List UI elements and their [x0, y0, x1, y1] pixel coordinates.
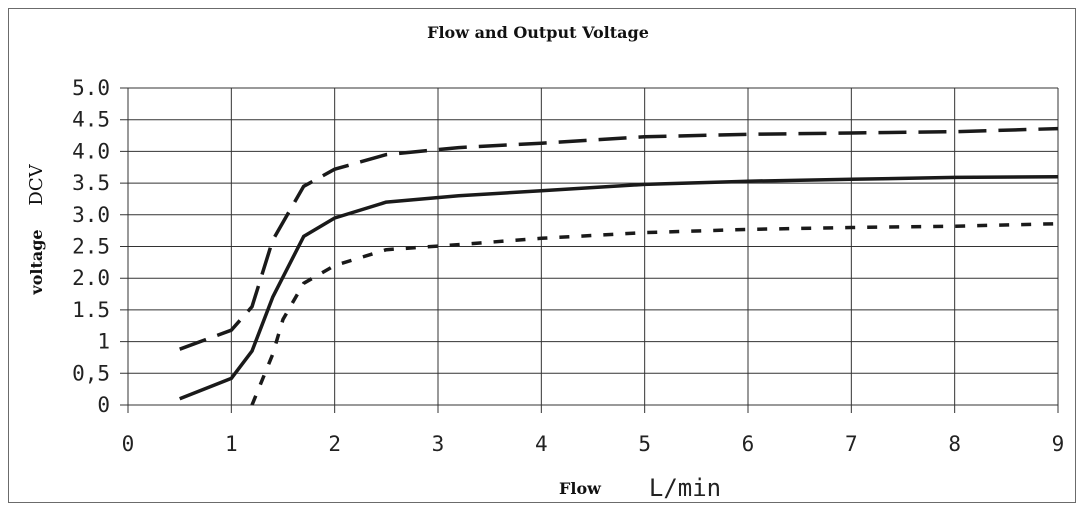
- y-tick-label: 5.0: [72, 76, 110, 100]
- x-tick-label: 1: [225, 432, 238, 456]
- x-axis-label: Flow: [559, 479, 602, 498]
- x-axis-unit: L/min: [649, 474, 721, 502]
- x-tick-label: 0: [122, 432, 135, 456]
- x-tick-label: 8: [948, 432, 961, 456]
- x-tick-label: 5: [638, 432, 651, 456]
- x-tick-label: 3: [432, 432, 445, 456]
- y-tick-label: 0,5: [72, 361, 110, 385]
- x-tick-label: 6: [742, 432, 755, 456]
- series-line-long-dash: [179, 126, 1059, 351]
- y-axis-unit: DCV: [26, 163, 47, 205]
- y-tick-label: 2.5: [72, 235, 110, 259]
- y-tick-label: 0: [97, 393, 110, 417]
- y-tick-label: 3.0: [72, 203, 110, 227]
- x-tick-label: 7: [845, 432, 858, 456]
- x-tick-label: 4: [535, 432, 548, 456]
- series-line-solid: [179, 175, 1059, 401]
- y-tick-label: 2.0: [72, 266, 110, 290]
- series-layer: [179, 126, 1059, 406]
- plot-grid: [120, 87, 1059, 413]
- y-tick-label: 3.5: [72, 171, 110, 195]
- x-axis-ticks: 0 1 2 3 4 5 6 7 8 9: [122, 432, 1065, 456]
- chart-frame: [8, 8, 1076, 503]
- x-tick-label: 9: [1052, 432, 1065, 456]
- x-tick-label: 2: [328, 432, 341, 456]
- y-tick-label: 4.0: [72, 139, 110, 163]
- y-tick-label: 1.5: [72, 298, 110, 322]
- series-line-short-dash: [250, 221, 1059, 406]
- y-axis-label: voltage: [27, 229, 46, 295]
- y-axis-ticks: 0 0,5 1 1.5 2.0 2.5 3.0 3.5 4.0 4.5 5.0: [72, 76, 110, 417]
- chart-title: Flow and Output Voltage: [427, 23, 649, 42]
- y-tick-label: 1: [97, 330, 110, 354]
- y-tick-label: 4.5: [72, 108, 110, 132]
